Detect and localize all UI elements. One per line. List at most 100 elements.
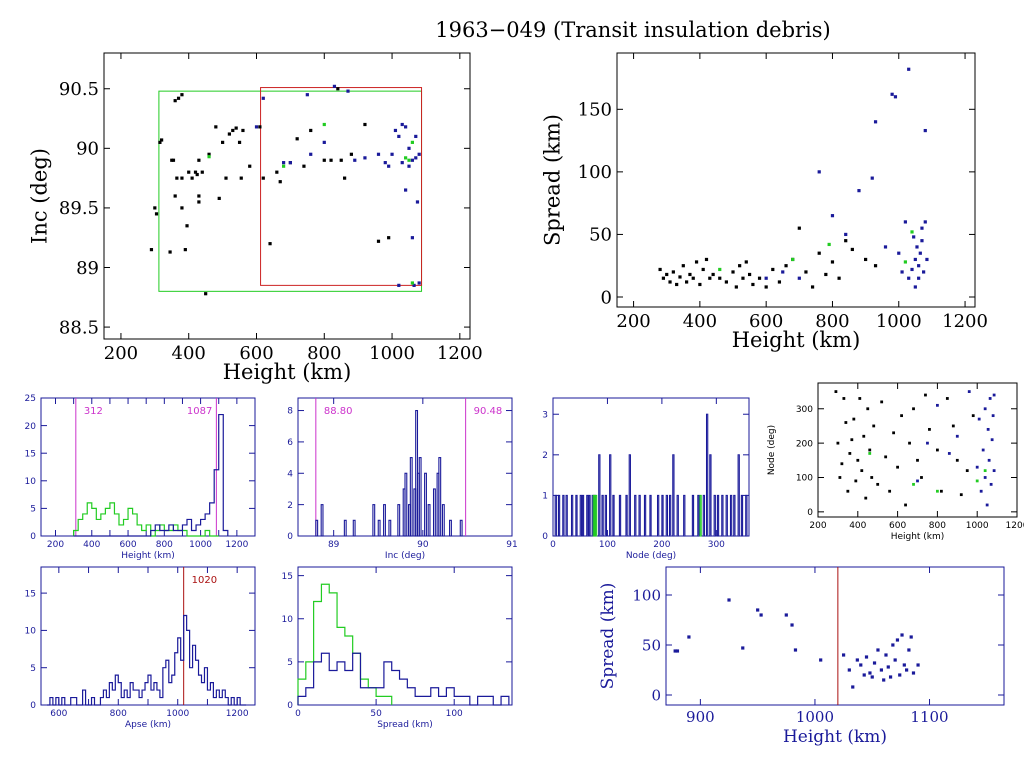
- black-point: [681, 264, 685, 268]
- blue-point: [918, 251, 922, 255]
- black-point: [842, 397, 846, 400]
- black-point: [747, 272, 752, 277]
- blue-point: [393, 128, 398, 133]
- blue-histogram-bar: [441, 504, 445, 537]
- figure-title: 1963−049 (Transit insulation debris): [435, 18, 831, 42]
- blue-point: [900, 633, 904, 637]
- black-point: [387, 236, 391, 240]
- y-tick-label: 150: [578, 100, 612, 121]
- blue-point: [915, 245, 919, 249]
- panel-node-histogram: 0 100 200 300 0 1 2 3 Node (deg): [542, 397, 750, 561]
- blue-point: [910, 267, 914, 272]
- black-point: [854, 479, 858, 483]
- y-tick-label: 0: [287, 532, 293, 542]
- blue-histogram-bar: [729, 494, 733, 537]
- x-tick-label: 91: [506, 540, 517, 550]
- blue-histogram-bar: [713, 494, 716, 537]
- black-point: [658, 267, 662, 272]
- blue-histogram-bar: [388, 519, 392, 537]
- black-point: [784, 264, 788, 268]
- black-point: [701, 267, 705, 272]
- black-point: [846, 489, 850, 493]
- y-tick-label: 2: [542, 451, 548, 461]
- black-point: [329, 158, 333, 162]
- x-tick-label: 600: [50, 709, 67, 719]
- blue-point: [912, 235, 916, 239]
- blue-histogram-bar: [372, 504, 376, 537]
- x-tick-label: 1000: [369, 343, 415, 364]
- black-point: [239, 176, 243, 180]
- black-point: [738, 264, 742, 268]
- black-point: [858, 397, 862, 400]
- panel-spread-vs-height-zoom: 900 1000 1100 0 50 100 Height (km) Spread (km): [598, 566, 1005, 747]
- y-tick-label: 0: [651, 686, 661, 704]
- x-tick-label: 200: [653, 540, 670, 550]
- black-point: [844, 239, 848, 243]
- black-point: [183, 248, 187, 252]
- blue-point: [383, 161, 387, 165]
- blue-point: [410, 236, 414, 240]
- y-tick-label: 50: [589, 225, 612, 246]
- blue-point: [404, 125, 408, 129]
- marker-label: 88.80: [324, 406, 353, 417]
- blue-point: [897, 251, 901, 255]
- x-tick-label: 100: [446, 709, 463, 719]
- y-tick-label: 89: [76, 258, 99, 279]
- blue-histogram-bar: [449, 519, 452, 537]
- blue-point: [830, 214, 835, 218]
- green-histogram-bar: [699, 494, 702, 537]
- plot-frame: [616, 52, 976, 308]
- y-tick-label: 89.5: [59, 198, 99, 219]
- blue-point: [254, 125, 259, 129]
- x-tick-label: 400: [83, 540, 100, 550]
- y-tick-label: 100: [578, 162, 612, 183]
- x-tick-label: 50: [370, 709, 382, 719]
- blue-point: [917, 276, 921, 280]
- blue-point: [989, 482, 993, 486]
- black-point: [671, 270, 675, 274]
- x-tick-label: 900: [686, 708, 715, 726]
- x-tick-label: 400: [172, 343, 206, 364]
- blue-histogram-bar: [601, 494, 604, 537]
- black-point: [694, 260, 699, 264]
- x-axis-label: Node (deg): [626, 551, 676, 561]
- blue-point: [855, 658, 859, 662]
- blue-histogram-bar: [588, 494, 591, 537]
- black-point: [197, 200, 201, 204]
- blue-histogram-bar: [604, 494, 608, 537]
- y-tick-label: 10: [282, 615, 294, 625]
- plot-frame: [103, 52, 471, 340]
- blue-histogram-bar: [409, 457, 413, 537]
- x-tick-label: 1200: [942, 311, 988, 332]
- black-point: [880, 400, 884, 404]
- y-tick-label: 100: [632, 586, 661, 604]
- blue-histogram-step: [297, 652, 510, 706]
- x-axis-label: Height (km): [732, 328, 861, 352]
- blue-histogram-bar: [343, 519, 347, 537]
- blue-point: [909, 635, 913, 639]
- green-point: [936, 489, 939, 493]
- black-point: [912, 407, 915, 411]
- blue-point: [981, 448, 985, 452]
- blue-histogram-bar: [649, 494, 652, 537]
- blue-point: [851, 685, 855, 689]
- black-point: [904, 503, 907, 507]
- green-point: [827, 242, 831, 247]
- x-tick-label: 1100: [910, 708, 948, 726]
- black-point: [153, 206, 157, 210]
- blue-point: [907, 67, 911, 71]
- green-histogram-step: [297, 583, 393, 705]
- black-point: [214, 125, 218, 129]
- black-point: [870, 476, 874, 479]
- black-point: [685, 280, 689, 284]
- green-point: [903, 260, 907, 264]
- x-tick-label: 800: [156, 540, 173, 550]
- x-axis-label: Height (km): [891, 532, 945, 542]
- black-point: [844, 421, 848, 424]
- black-point: [936, 448, 939, 452]
- y-tick-label: 0: [30, 532, 36, 542]
- blue-histogram-bar: [438, 457, 442, 537]
- blue-point: [983, 476, 987, 479]
- black-point: [900, 414, 903, 418]
- black-point: [951, 424, 955, 428]
